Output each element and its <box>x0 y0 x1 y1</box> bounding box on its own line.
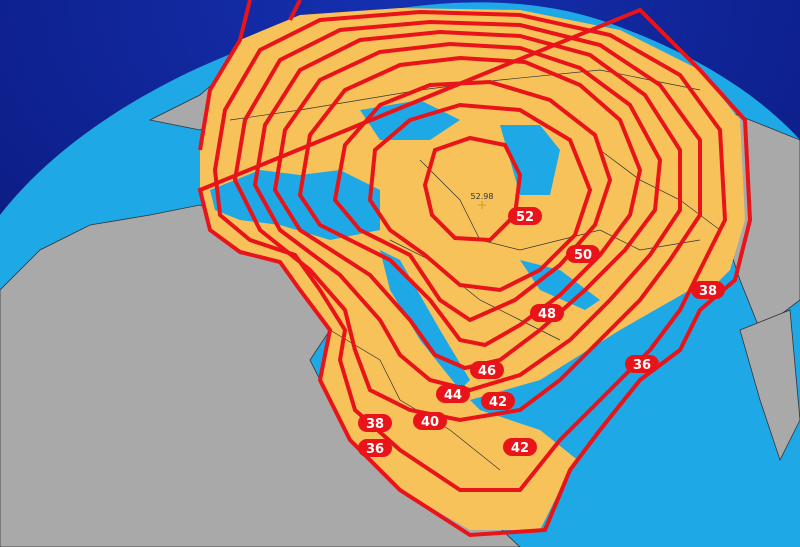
land-india-tip <box>739 309 800 462</box>
contour-label-text: 44 <box>444 388 462 403</box>
contour-52 <box>422 135 523 243</box>
contour-label-text: 40 <box>421 415 439 430</box>
contour-label: 40 <box>413 412 447 430</box>
contour-38 <box>212 9 728 492</box>
contours <box>197 0 753 538</box>
contour-label-text: 36 <box>633 358 651 373</box>
contour-label: 48 <box>530 304 564 322</box>
contour-label: 36 <box>358 439 392 457</box>
contour-label-text: 38 <box>366 417 384 432</box>
contour-50 <box>367 102 593 293</box>
contour-label: 50 <box>566 245 600 263</box>
peak-marker: 52.98 <box>471 192 494 209</box>
contour-label: 42 <box>503 438 537 456</box>
contour-label-text: 48 <box>538 307 556 322</box>
contour-label: 38 <box>358 414 392 432</box>
contour-label-text: 42 <box>489 395 507 410</box>
contour-44 <box>272 41 663 371</box>
contour-label-text: 46 <box>478 364 496 379</box>
contour-label-text: 50 <box>574 248 592 263</box>
contour-label-text: 36 <box>366 442 384 457</box>
contour-label: 44 <box>436 385 470 403</box>
contour-label-text: 38 <box>699 284 717 299</box>
arabian-sea <box>470 290 740 470</box>
peak-value: 52.98 <box>471 192 494 201</box>
contour-label-text: 52 <box>516 210 534 225</box>
contour-label: 46 <box>470 361 504 379</box>
contour-label: 36 <box>625 355 659 373</box>
contour-label: 42 <box>481 392 515 410</box>
caspian-sea <box>500 125 560 195</box>
contour-48 <box>332 79 613 323</box>
contour-label-text: 42 <box>511 441 529 456</box>
red-sea <box>380 250 470 390</box>
contour-46 <box>297 55 643 348</box>
contour-label: 52 <box>508 207 542 225</box>
persian-gulf <box>520 260 600 310</box>
contour-42 <box>252 29 682 393</box>
contour-label: 38 <box>691 281 725 299</box>
contour-40 <box>232 19 702 423</box>
contour-36 <box>197 0 753 538</box>
